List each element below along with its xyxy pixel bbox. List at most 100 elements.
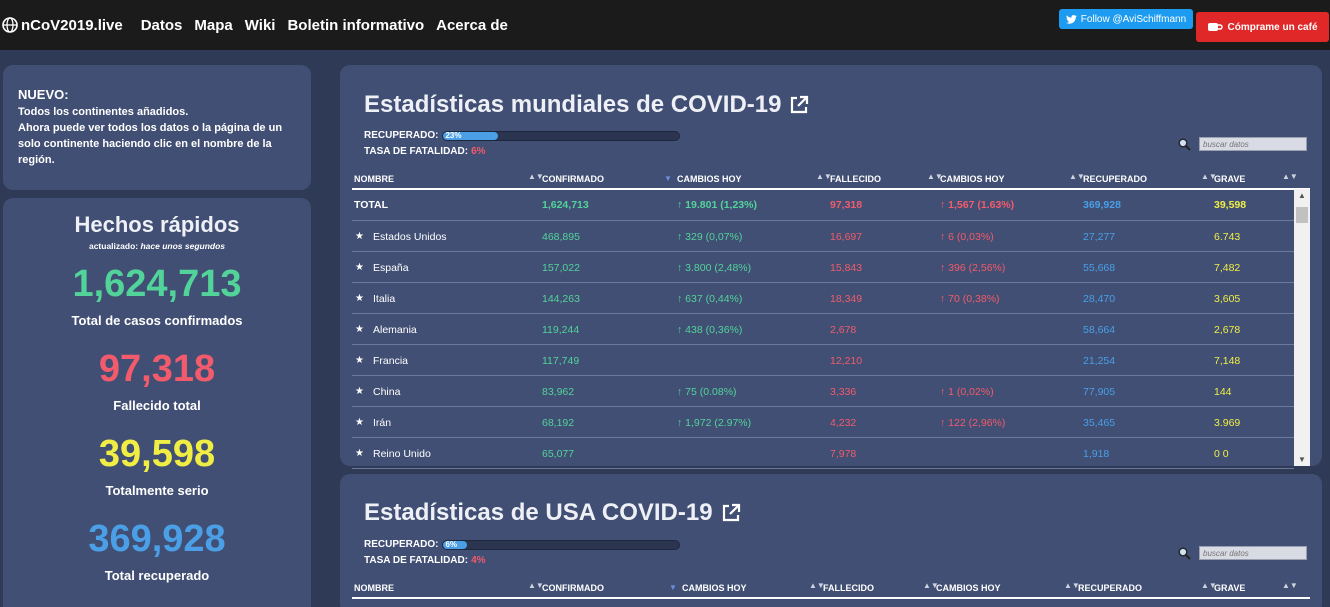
buy-coffee-button[interactable]: Cómprame un café (1196, 12, 1329, 42)
world-recovered-bar: 23% (442, 130, 681, 141)
cell-recovered: 58,664 (1083, 324, 1116, 336)
updated-value: hace unos segundos (140, 241, 226, 251)
sort-icon[interactable]: ▲▼ (1201, 172, 1217, 181)
news-line-2: Ahora puede ver todos los datos o la pág… (18, 122, 283, 166)
table-row[interactable]: ★ Francia 117,749 12,210 21,254 7,148 (352, 345, 1294, 376)
sort-icon[interactable]: ▲▼ (1282, 172, 1298, 181)
cell-name[interactable]: China (373, 386, 401, 398)
cell-change-today: ↑ 329 (0,07%) (677, 231, 743, 243)
usa-search-input[interactable] (1199, 546, 1307, 560)
usa-fatality-rate: TASA DE FATALIDAD: 4% (364, 555, 486, 566)
sort-icon[interactable]: ▲▼ (528, 581, 544, 590)
table-row-total[interactable]: TOTAL 1,624,713 ↑ 19.801 (1,23%) 97,318 ↑ 1,… (352, 189, 1294, 221)
cell-deaths-change: ↑ 1 (0,02%) (940, 386, 994, 398)
world-table-header: NOMBRE ▲▼ CONFIRMADO ▼ CAMBIOS HOY ▲▼ FA… (352, 168, 1310, 190)
table-row[interactable]: ★ Reino Unido 65,077 7,978 1,918 0 0 (352, 438, 1294, 469)
cell-deaths-change: ↑ 122 (2,96%) (940, 417, 1006, 429)
col-deaths-changes[interactable]: CAMBIOS HOY (940, 174, 1005, 184)
cell-name[interactable]: España (373, 262, 409, 274)
sort-desc-icon[interactable]: ▼ (664, 174, 672, 183)
brand[interactable]: nCoV2019.live (2, 17, 123, 34)
search-icon (1178, 138, 1191, 151)
col-confirmed[interactable]: CONFIRMADO (542, 174, 604, 184)
cell-serious: 0 0 (1214, 448, 1229, 460)
twitter-icon (1065, 14, 1077, 24)
cell-name[interactable]: Italia (373, 293, 396, 305)
cell-confirmed: 83,962 (542, 386, 575, 398)
cell-name[interactable]: Francia (373, 355, 409, 367)
col-name[interactable]: NOMBRE (354, 174, 394, 184)
cell-deaths-change: ↑ 396 (2,56%) (940, 262, 1006, 274)
cell-recovered: 77,905 (1083, 386, 1116, 398)
cell-name[interactable]: Alemania (373, 324, 417, 336)
star-icon[interactable]: ★ (355, 231, 364, 242)
external-link-icon[interactable] (721, 503, 741, 523)
star-icon[interactable]: ★ (355, 262, 364, 273)
col-recovered[interactable]: RECUPERADO (1078, 583, 1143, 593)
nav-item-mapa[interactable]: Mapa (194, 16, 233, 34)
col-confirmed[interactable]: CONFIRMADO (542, 583, 604, 593)
col-serious[interactable]: GRAVE (1214, 174, 1246, 184)
star-icon[interactable]: ★ (355, 355, 364, 366)
star-icon[interactable]: ★ (355, 448, 364, 459)
cell-serious: 39,598 (1214, 199, 1247, 211)
col-recovered[interactable]: RECUPERADO (1083, 174, 1148, 184)
cell-confirmed: 68,192 (542, 417, 575, 429)
col-deaths[interactable]: FALLECIDO (823, 583, 874, 593)
sort-icon[interactable]: ▲▼ (1064, 581, 1080, 590)
sort-icon[interactable]: ▲▼ (927, 172, 943, 181)
star-icon[interactable]: ★ (355, 324, 364, 335)
nav-item-datos[interactable]: Datos (140, 16, 183, 34)
twitter-follow-button[interactable]: Follow @AviSchiffmann (1059, 9, 1193, 29)
scroll-thumb[interactable] (1296, 207, 1308, 223)
sort-icon[interactable]: ▲▼ (528, 172, 544, 181)
col-changes-today[interactable]: CAMBIOS HOY (677, 174, 742, 184)
col-deaths[interactable]: FALLECIDO (830, 174, 881, 184)
external-link-icon[interactable] (789, 95, 809, 115)
scroll-down-arrow[interactable]: ▼ (1298, 455, 1306, 464)
nav-item-newsletter[interactable]: Boletin informativo (287, 16, 425, 34)
cell-name[interactable]: Reino Unido (373, 448, 431, 460)
sort-icon[interactable]: ▲▼ (923, 581, 939, 590)
sort-icon[interactable]: ▲▼ (816, 172, 832, 181)
col-name[interactable]: NOMBRE (354, 583, 394, 593)
world-search-input[interactable] (1199, 137, 1307, 151)
quick-facts-title: Hechos rápidos (74, 212, 240, 237)
nav-item-about[interactable]: Acerca de (436, 16, 508, 34)
search-icon (1178, 547, 1191, 560)
cell-change-today: ↑ 1,972 (2.97%) (677, 417, 752, 429)
star-icon[interactable]: ★ (355, 417, 364, 428)
cell-serious: 3.969 (1214, 417, 1241, 429)
star-icon[interactable]: ★ (355, 386, 364, 397)
main-nav: Datos Mapa Wiki Boletin informativo Acer… (129, 17, 508, 34)
cell-change-today: ↑ 19.801 (1,23%) (677, 199, 757, 211)
cell-deaths: 3,336 (830, 386, 857, 398)
sort-icon[interactable]: ▲▼ (1201, 581, 1217, 590)
col-serious[interactable]: GRAVE (1214, 583, 1246, 593)
cell-name[interactable]: Irán (373, 417, 392, 429)
table-row[interactable]: ★ Irán 68,192 ↑ 1,972 (2.97%) 4,232 ↑ 122 (2,… (352, 407, 1294, 438)
table-row[interactable]: ★ España 157,022 ↑ 3.800 (2,48%) 15,843 ↑ 396… (352, 252, 1294, 283)
sort-icon[interactable]: ▲▼ (1069, 172, 1085, 181)
world-fatality-value: 6% (471, 146, 486, 157)
world-fatality-label: TASA DE FATALIDAD: (364, 146, 469, 157)
world-table-scrollbar[interactable]: ▲ ▼ (1294, 189, 1310, 466)
col-deaths-changes[interactable]: CAMBIOS HOY (936, 583, 1001, 593)
col-changes-today[interactable]: CAMBIOS HOY (682, 583, 747, 593)
sort-desc-icon[interactable]: ▼ (669, 583, 677, 592)
world-fatality-rate: TASA DE FATALIDAD: 6% (364, 146, 486, 157)
world-search (1178, 137, 1307, 151)
cell-confirmed: 144,263 (542, 293, 580, 305)
table-row[interactable]: ★ China 83,962 ↑ 75 (0.08%) 3,336 ↑ 1 (0,02%)… (352, 376, 1294, 407)
usa-search (1178, 546, 1307, 560)
table-row[interactable]: ★ Estados Unidos 468,895 ↑ 329 (0,07%) 16,69… (352, 221, 1294, 252)
cell-change-today: ↑ 75 (0.08%) (677, 386, 737, 398)
star-icon[interactable]: ★ (355, 293, 364, 304)
scroll-up-arrow[interactable]: ▲ (1298, 191, 1306, 200)
nav-item-wiki[interactable]: Wiki (244, 16, 276, 34)
sort-icon[interactable]: ▲▼ (809, 581, 825, 590)
cell-name[interactable]: Estados Unidos (373, 231, 447, 243)
table-row[interactable]: ★ Italia 144,263 ↑ 637 (0,44%) 18,349 ↑ 70 (0… (352, 283, 1294, 314)
sort-icon[interactable]: ▲▼ (1282, 581, 1298, 590)
table-row[interactable]: ★ Alemania 119,244 ↑ 438 (0,36%) 2,678 58,664… (352, 314, 1294, 345)
